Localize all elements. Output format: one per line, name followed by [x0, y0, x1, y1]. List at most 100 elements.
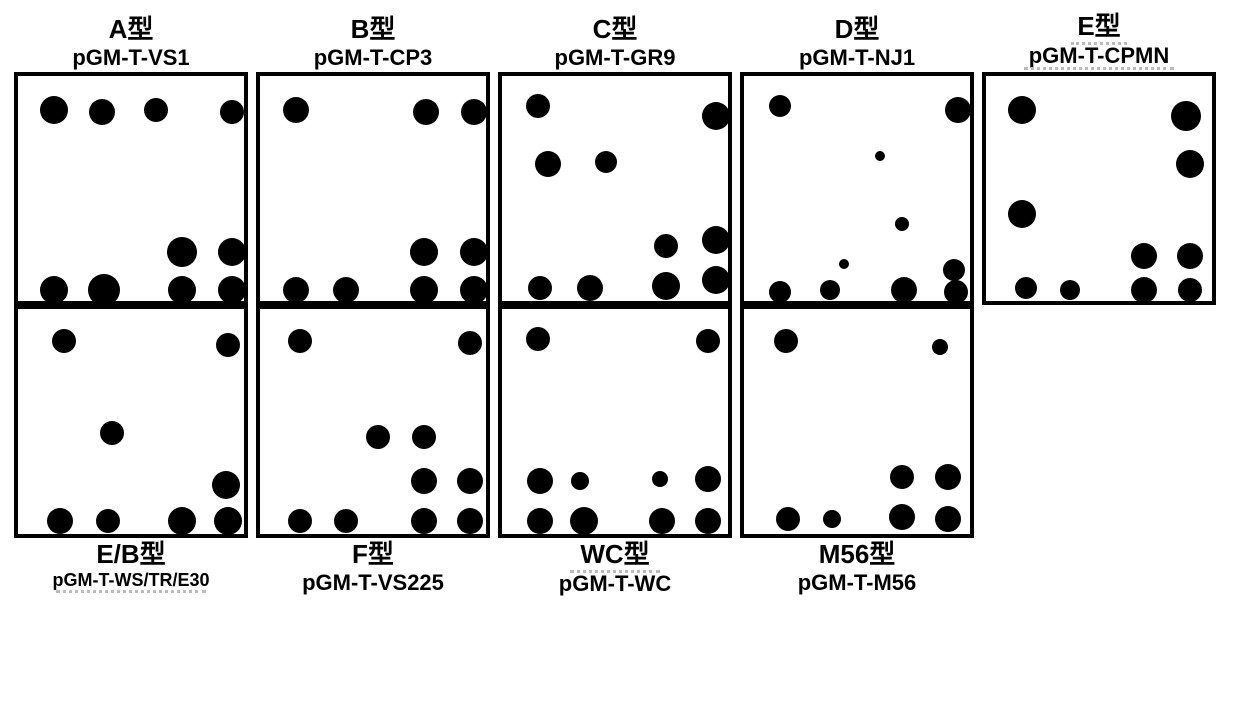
blot-dot — [144, 98, 168, 122]
blot-dot — [945, 97, 971, 123]
blot-dot — [410, 276, 438, 304]
blot-dot — [460, 238, 488, 266]
blot-dot — [333, 277, 359, 303]
blot-dot — [47, 508, 73, 534]
blot-dot — [891, 277, 917, 303]
blot-dot — [535, 151, 561, 177]
blot-dot — [288, 329, 312, 353]
blot-dot — [214, 507, 242, 535]
panel-row: A型pGM-T-VS1B型pGM-T-CP3C型pGM-T-GR9D型pGM-T… — [10, 10, 1230, 305]
blot-dot — [283, 97, 309, 123]
blot-dot — [1176, 150, 1204, 178]
blot-panel — [498, 72, 732, 305]
blot-panel — [740, 305, 974, 538]
blot-dot — [944, 280, 968, 304]
blot-dot — [1060, 280, 1080, 300]
blot-dot — [458, 331, 482, 355]
panel-label: WC型pGM-T-WC — [559, 540, 671, 600]
blot-dot — [702, 226, 730, 254]
blot-dot — [460, 276, 488, 304]
blot-dot — [696, 329, 720, 353]
blot-dot — [695, 508, 721, 534]
blot-dot — [570, 507, 598, 535]
type-label: B型 — [314, 15, 433, 45]
type-label: C型 — [555, 15, 676, 45]
panel-group: D型pGM-T-NJ1 — [740, 10, 974, 305]
blot-dot — [52, 329, 76, 353]
type-label: WC型 — [559, 540, 671, 570]
blot-panel — [256, 305, 490, 538]
blot-dot — [40, 276, 68, 304]
blot-dot — [875, 151, 885, 161]
blot-dot — [839, 259, 849, 269]
blot-dot — [695, 466, 721, 492]
blot-dot — [413, 99, 439, 125]
blot-dot — [528, 276, 552, 300]
blot-dot — [220, 100, 244, 124]
blot-dot — [457, 508, 483, 534]
code-label: pGM-T-NJ1 — [799, 45, 915, 70]
blot-dot — [820, 280, 840, 300]
type-label: D型 — [799, 15, 915, 45]
blot-dot — [654, 234, 678, 258]
code-label: pGM-T-VS225 — [302, 570, 444, 595]
panel-group: M56型pGM-T-M56 — [740, 305, 974, 600]
blot-dot — [167, 237, 197, 267]
blot-panel — [14, 305, 248, 538]
blot-dot — [889, 504, 915, 530]
blot-dot — [410, 238, 438, 266]
panel-group: E/B型pGM-T-WS/TR/E30 — [14, 305, 248, 600]
blot-dot — [1008, 96, 1036, 124]
blot-dot — [1131, 277, 1157, 303]
blot-dot — [935, 506, 961, 532]
blot-dot — [411, 508, 437, 534]
blot-dot — [412, 425, 436, 449]
blot-dot — [527, 468, 553, 494]
blot-dot — [411, 468, 437, 494]
blot-dot — [1171, 101, 1201, 131]
blot-dot — [527, 508, 553, 534]
code-label: pGM-T-CP3 — [314, 45, 433, 70]
panel-label: M56型pGM-T-M56 — [798, 540, 917, 600]
type-label: E/B型 — [53, 540, 210, 570]
blot-dot — [88, 274, 120, 306]
panel-group: F型pGM-T-VS225 — [256, 305, 490, 600]
blot-dot — [288, 509, 312, 533]
code-label: pGM-T-VS1 — [72, 45, 189, 70]
blot-dot — [652, 471, 668, 487]
panel-group: A型pGM-T-VS1 — [14, 10, 248, 305]
panel-group: B型pGM-T-CP3 — [256, 10, 490, 305]
panel-label: B型pGM-T-CP3 — [314, 10, 433, 70]
blot-dot — [769, 95, 791, 117]
panel-label: F型pGM-T-VS225 — [302, 540, 444, 600]
code-label: pGM-T-M56 — [798, 570, 917, 595]
blot-dot — [218, 276, 246, 304]
panel-label: D型pGM-T-NJ1 — [799, 10, 915, 70]
blot-dot — [769, 281, 791, 303]
blot-dot — [1008, 200, 1036, 228]
blot-panel — [740, 72, 974, 305]
blot-dot — [461, 99, 487, 125]
type-label: F型 — [302, 540, 444, 570]
blot-dot — [526, 94, 550, 118]
blot-dot — [1177, 243, 1203, 269]
code-label: pGM-T-CPMN — [1024, 43, 1174, 68]
panel-label: E型pGM-T-CPMN — [1024, 10, 1174, 70]
panel-label: E/B型pGM-T-WS/TR/E30 — [53, 540, 210, 600]
code-label: pGM-T-GR9 — [555, 45, 676, 70]
type-label: M56型 — [798, 540, 917, 570]
blot-panel — [982, 72, 1216, 305]
blot-dot — [168, 276, 196, 304]
code-label: pGM-T-WC — [559, 571, 671, 596]
blot-dot — [776, 507, 800, 531]
blot-dot — [457, 468, 483, 494]
blot-dot — [932, 339, 948, 355]
blot-dot — [89, 99, 115, 125]
dot-blot-figure: A型pGM-T-VS1B型pGM-T-CP3C型pGM-T-GR9D型pGM-T… — [10, 10, 1230, 600]
blot-dot — [1178, 278, 1202, 302]
panel-group: C型pGM-T-GR9 — [498, 10, 732, 305]
panel-group: E型pGM-T-CPMN — [982, 10, 1216, 305]
blot-dot — [702, 102, 730, 130]
blot-dot — [168, 507, 196, 535]
blot-dot — [96, 509, 120, 533]
